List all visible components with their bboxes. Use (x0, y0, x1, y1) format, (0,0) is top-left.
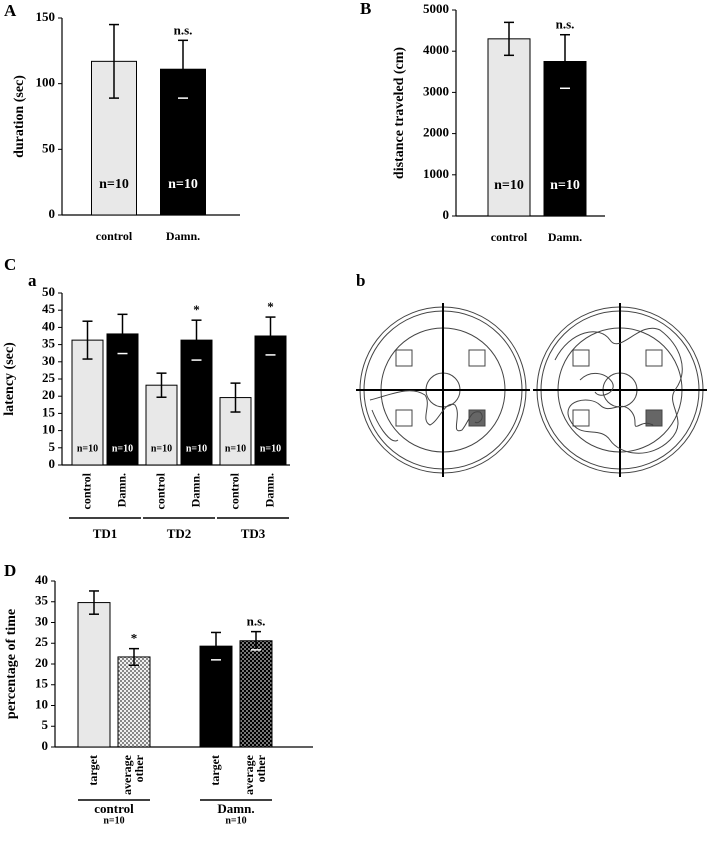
maze-left (356, 303, 530, 477)
y-axis-label: percentage of time (4, 609, 19, 719)
bar (117, 656, 151, 748)
y-tick-label: 25 (35, 634, 49, 649)
panel-label: A (4, 1, 17, 20)
bar-label: n=10 (112, 443, 133, 454)
y-tick-label: 10 (35, 696, 48, 711)
maze-diagrams (356, 303, 707, 477)
y-tick-label: 15 (35, 676, 49, 691)
x-tick-label: target (208, 755, 222, 786)
x-tick-label: Damn. (262, 473, 276, 507)
y-tick-label: 4000 (423, 42, 449, 57)
bar (199, 645, 233, 748)
y-tick-label: 40 (35, 572, 48, 587)
annotation: * (131, 631, 138, 646)
y-tick-label: 20 (42, 387, 55, 402)
bar (180, 339, 213, 466)
bar-label: n=10 (550, 178, 580, 193)
panel-label: D (4, 561, 16, 580)
y-tick-label: 100 (36, 75, 56, 90)
group-label: control (94, 801, 134, 816)
annotation: n.s. (174, 22, 193, 37)
y-tick-label: 10 (42, 422, 55, 437)
y-axis-label: distance traveled (cm) (392, 47, 407, 180)
maze-right (533, 303, 707, 477)
x-tick-label: average other (120, 754, 146, 795)
y-tick-label: 5 (42, 717, 49, 732)
bar-label: n=10 (494, 178, 524, 193)
y-tick-label: 0 (49, 456, 56, 471)
bar (239, 640, 273, 748)
group-label: TD2 (167, 526, 192, 541)
y-tick-label: 50 (42, 284, 55, 299)
annotation: * (267, 299, 274, 314)
bar-label: n=10 (260, 443, 281, 454)
x-tick-label: Damn. (188, 473, 202, 507)
y-tick-label: 1000 (423, 166, 449, 181)
group-label: Damn. (217, 801, 254, 816)
y-tick-label: 3000 (423, 83, 449, 98)
y-tick-label: 0 (49, 206, 56, 221)
bar-label: n=10 (151, 443, 172, 454)
annotation: n.s. (556, 17, 575, 32)
bar (145, 384, 178, 466)
annotation: * (193, 302, 200, 317)
group-label: TD3 (241, 526, 266, 541)
group-note: n=10 (225, 815, 246, 826)
panel-label: b (356, 271, 365, 290)
y-tick-label: 5 (49, 439, 56, 454)
annotation: n.s. (247, 614, 266, 629)
bar (77, 602, 111, 748)
x-tick-label: Damn. (166, 229, 200, 243)
y-tick-label: 150 (36, 9, 56, 24)
y-tick-label: 40 (42, 318, 55, 333)
y-tick-label: 5000 (423, 1, 449, 16)
x-tick-label: control (227, 472, 241, 509)
y-axis-label: latency (sec) (2, 342, 17, 416)
y-tick-label: 15 (42, 404, 56, 419)
x-tick-label: Damn. (114, 473, 128, 507)
bar-label: n=10 (186, 443, 207, 454)
y-tick-label: 35 (35, 593, 49, 608)
y-tick-label: 25 (42, 370, 56, 385)
panel-label: C (4, 255, 16, 274)
group-note: n=10 (103, 815, 124, 826)
x-tick-label: control (153, 472, 167, 509)
x-tick-label: average other (242, 754, 268, 795)
bar (487, 38, 531, 217)
y-tick-label: 2000 (423, 125, 449, 140)
group-label: TD1 (93, 526, 118, 541)
bar-label: n=10 (168, 177, 198, 192)
y-tick-label: 30 (35, 613, 48, 628)
bar (543, 61, 587, 217)
y-tick-label: 50 (42, 140, 55, 155)
y-tick-label: 0 (42, 738, 49, 753)
bar (71, 339, 104, 466)
y-tick-label: 45 (42, 301, 56, 316)
x-tick-label: control (96, 229, 133, 243)
bar-label: n=10 (99, 177, 129, 192)
y-axis-label: duration (sec) (12, 75, 27, 158)
x-tick-label: control (79, 472, 93, 509)
x-tick-label: target (86, 755, 100, 786)
y-tick-label: 0 (443, 207, 450, 222)
bar (254, 335, 287, 466)
y-tick-label: 30 (42, 353, 55, 368)
panel-label: a (28, 271, 37, 290)
bar (106, 333, 139, 466)
y-tick-label: 20 (35, 655, 48, 670)
x-tick-label: control (491, 230, 528, 244)
panel-label: B (360, 0, 371, 18)
bar-label: n=10 (225, 443, 246, 454)
bar-label: n=10 (77, 443, 98, 454)
y-tick-label: 35 (42, 336, 56, 351)
x-tick-label: Damn. (548, 230, 582, 244)
